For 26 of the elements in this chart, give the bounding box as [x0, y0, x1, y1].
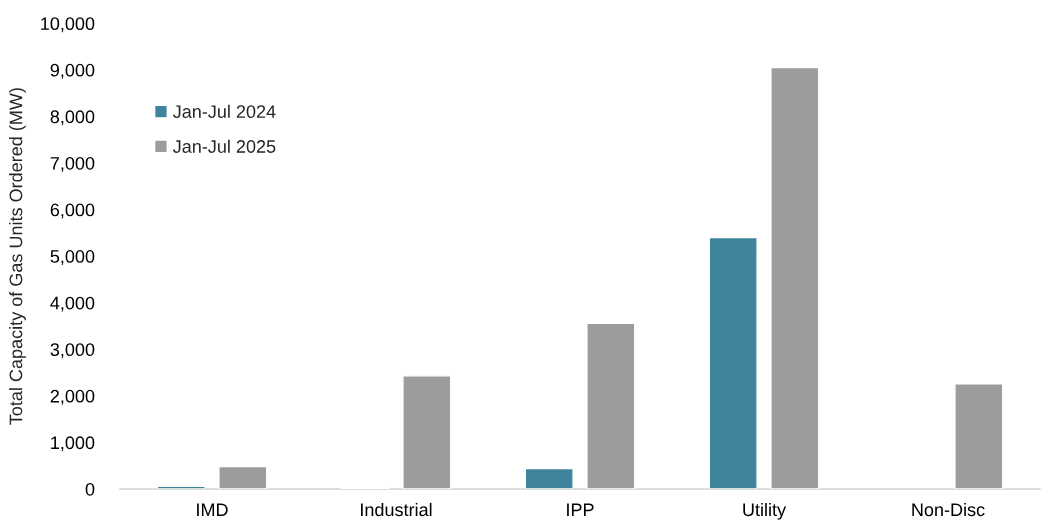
x-tick-label: Utility [743, 502, 787, 520]
y-tick-label: 2,000 [50, 389, 95, 405]
bar [770, 66, 820, 489]
y-tick-label: 9,000 [50, 63, 95, 79]
legend-label: Jan-Jul 2024 [172, 104, 276, 119]
x-tick-label: IPP [567, 503, 594, 516]
x-tick-label: Industrial [361, 502, 432, 517]
y-tick-label: 5,000 [50, 250, 95, 265]
x-tick-label: Non-Disc [912, 502, 985, 517]
bar [402, 375, 452, 489]
y-tick-label: 4,000 [50, 296, 95, 312]
bar [954, 383, 1004, 489]
y-tick-label: 3,000 [50, 343, 95, 359]
y-tick-label: 10,000 [41, 17, 95, 33]
y-tick-label: 7,000 [50, 156, 95, 172]
y-tick-label: 8,000 [50, 110, 95, 126]
x-tick-label: IMD [197, 503, 228, 516]
y-tick-label: 6,000 [50, 203, 95, 219]
y-axis-title: Total Capacity of Gas Units Ordered (MW) [9, 88, 26, 425]
bar [708, 236, 758, 489]
bar [524, 467, 574, 489]
y-tick-label: 0 [85, 482, 95, 496]
legend-label: Jan-Jul 2025 [172, 139, 276, 153]
y-tick-label: 1,000 [51, 436, 95, 452]
bar [586, 322, 636, 489]
bar [218, 465, 268, 489]
